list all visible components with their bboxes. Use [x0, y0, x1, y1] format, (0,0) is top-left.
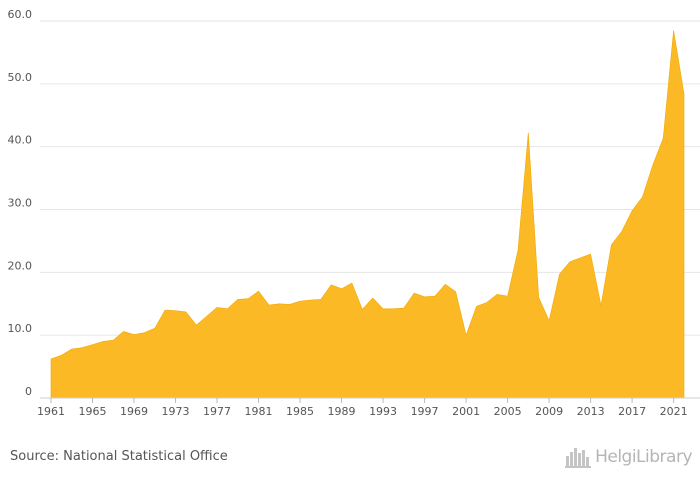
data-point[interactable]: [350, 281, 354, 285]
data-point[interactable]: [308, 298, 312, 302]
x-tick-label: 2021: [660, 405, 688, 418]
data-point[interactable]: [329, 283, 333, 287]
data-point[interactable]: [609, 243, 613, 247]
data-point[interactable]: [59, 353, 63, 357]
data-point[interactable]: [599, 304, 603, 308]
x-tick-label: 1989: [328, 405, 356, 418]
data-point[interactable]: [288, 302, 292, 306]
x-tick-label: 1965: [79, 405, 107, 418]
data-point[interactable]: [391, 307, 395, 311]
data-point[interactable]: [257, 289, 261, 293]
y-tick-label: 0: [25, 385, 32, 398]
data-point[interactable]: [495, 292, 499, 296]
x-tick-label: 2001: [452, 405, 480, 418]
data-point[interactable]: [371, 296, 375, 300]
data-point[interactable]: [340, 287, 344, 291]
x-tick-label: 1977: [203, 405, 231, 418]
x-tick-label: 1961: [37, 405, 65, 418]
data-point[interactable]: [205, 314, 209, 318]
x-tick-label: 2017: [618, 405, 646, 418]
data-point[interactable]: [661, 137, 665, 141]
data-point[interactable]: [298, 299, 302, 303]
area-fill: [50, 30, 685, 399]
data-point[interactable]: [672, 28, 676, 32]
data-point[interactable]: [589, 252, 593, 256]
data-point[interactable]: [132, 333, 136, 337]
data-point[interactable]: [184, 310, 188, 314]
series-area: [49, 28, 686, 399]
y-tick-label: 50.0: [8, 71, 33, 84]
data-point[interactable]: [547, 319, 551, 323]
data-point[interactable]: [142, 331, 146, 335]
data-point[interactable]: [526, 131, 530, 135]
data-point[interactable]: [236, 297, 240, 301]
data-point[interactable]: [267, 303, 271, 307]
data-point[interactable]: [402, 306, 406, 310]
y-axis: 0 10.0 20.0 30.0 40.0 50.0 60.0: [8, 8, 33, 398]
data-point[interactable]: [433, 294, 437, 298]
data-point[interactable]: [80, 346, 84, 350]
data-point[interactable]: [225, 307, 229, 311]
data-point[interactable]: [246, 297, 250, 301]
y-tick-label: 10.0: [8, 322, 33, 335]
data-point[interactable]: [485, 301, 489, 305]
x-tick-label: 1969: [120, 405, 148, 418]
data-point[interactable]: [277, 302, 281, 306]
y-tick-label: 20.0: [8, 259, 33, 272]
logo-text: HelgiLibrary: [595, 447, 692, 467]
city-skyline-icon: [565, 448, 592, 468]
data-point[interactable]: [101, 339, 105, 343]
data-point[interactable]: [122, 329, 126, 333]
data-point[interactable]: [651, 163, 655, 167]
helgilibrary-logo[interactable]: HelgiLibrary: [565, 446, 692, 468]
data-point[interactable]: [516, 248, 520, 252]
data-point[interactable]: [70, 347, 74, 351]
x-tick-label: 1985: [286, 405, 314, 418]
data-point[interactable]: [620, 230, 624, 234]
y-tick-label: 40.0: [8, 134, 33, 147]
data-point[interactable]: [412, 291, 416, 295]
data-point[interactable]: [464, 333, 468, 337]
data-point[interactable]: [475, 304, 479, 308]
y-tick-label: 30.0: [8, 197, 33, 210]
x-tick-label: 1973: [162, 405, 190, 418]
x-tick-label: 1981: [245, 405, 273, 418]
data-point[interactable]: [174, 309, 178, 313]
data-point[interactable]: [537, 296, 541, 300]
x-tick-label: 2013: [577, 405, 605, 418]
data-point[interactable]: [215, 306, 219, 310]
data-point[interactable]: [443, 282, 447, 286]
y-tick-label: 60.0: [8, 8, 33, 21]
data-point[interactable]: [360, 307, 364, 311]
data-point[interactable]: [381, 307, 385, 311]
x-tick-label: 1993: [369, 405, 397, 418]
area-chart: 010.020.030.040.050.060.0 1961 1965 1969 19…: [8, 8, 700, 418]
data-point[interactable]: [111, 338, 115, 342]
x-tick-label: 2005: [494, 405, 522, 418]
data-point[interactable]: [423, 295, 427, 299]
data-point[interactable]: [153, 326, 157, 330]
data-point[interactable]: [682, 92, 686, 96]
data-point[interactable]: [91, 343, 95, 347]
data-point[interactable]: [568, 260, 572, 264]
data-point[interactable]: [578, 256, 582, 260]
x-tick-label: 2009: [535, 405, 563, 418]
source-note: Source: National Statistical Office: [10, 449, 228, 464]
data-point[interactable]: [558, 272, 562, 276]
x-axis: 1961 1965 1969 1973 1977 1981 1985 1989 1993 1997…: [37, 397, 700, 418]
x-tick-label: 1997: [411, 405, 439, 418]
data-point[interactable]: [319, 297, 323, 301]
data-point[interactable]: [454, 290, 458, 294]
data-point[interactable]: [163, 308, 167, 312]
data-point[interactable]: [49, 357, 53, 361]
data-point[interactable]: [630, 209, 634, 213]
data-point[interactable]: [506, 294, 510, 298]
data-point[interactable]: [194, 323, 198, 327]
data-point[interactable]: [641, 195, 645, 199]
